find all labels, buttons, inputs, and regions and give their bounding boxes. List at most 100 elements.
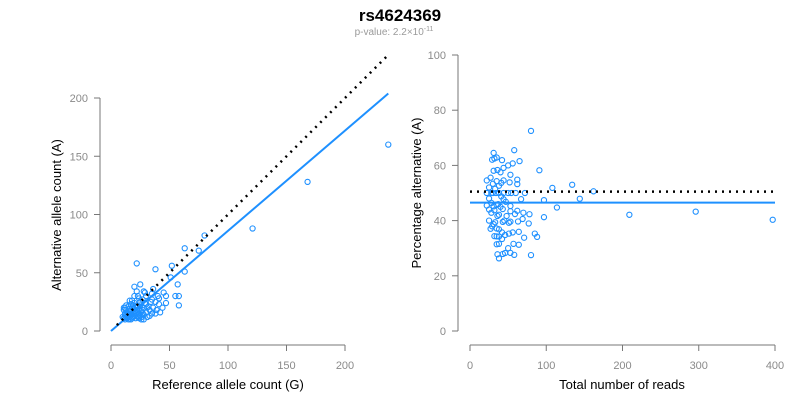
data-point — [527, 251, 535, 259]
left-x-axis-label: Reference allele count (G) — [152, 377, 304, 392]
data-point — [142, 292, 150, 300]
right-y-tick-label: 60 — [434, 160, 446, 172]
data-point — [493, 241, 500, 248]
data-point — [175, 292, 183, 300]
left-y-tick-label: 0 — [82, 326, 88, 338]
right-x-tick-label: 300 — [690, 360, 708, 372]
data-point — [492, 189, 500, 197]
data-point — [483, 189, 490, 197]
right-x-axis-label: Total number of reads — [559, 377, 685, 392]
data-point — [549, 184, 556, 192]
data-point — [121, 304, 129, 311]
data-point — [536, 167, 543, 174]
data-point — [483, 177, 490, 184]
data-point — [154, 292, 161, 300]
data-point — [531, 230, 538, 237]
left-y-tick-label: 100 — [70, 210, 88, 222]
data-point — [141, 289, 149, 296]
right-y-tick-label: 40 — [434, 216, 446, 228]
data-point — [514, 176, 521, 183]
data-point — [162, 299, 170, 307]
right-y-tick-label: 80 — [434, 105, 446, 117]
data-point — [172, 292, 179, 300]
left-x-tick-label: 0 — [108, 360, 114, 372]
data-point — [491, 207, 498, 214]
data-point — [500, 189, 507, 197]
right-y-tick-label: 100 — [428, 50, 446, 62]
right-y-tick-label: 20 — [434, 271, 446, 283]
data-point — [385, 141, 392, 148]
data-point — [489, 180, 497, 187]
data-point — [569, 181, 576, 188]
left-x-tick-label: 100 — [219, 360, 237, 372]
data-point — [514, 207, 521, 214]
data-point — [137, 298, 144, 306]
left-y-tick-label: 50 — [76, 268, 88, 280]
data-point — [494, 166, 501, 174]
data-point — [504, 162, 512, 169]
data-point — [249, 225, 256, 232]
fit-line — [110, 92, 389, 332]
data-point — [499, 250, 506, 258]
data-point — [304, 178, 311, 186]
data-point — [152, 266, 159, 273]
data-point — [485, 184, 493, 191]
data-point — [509, 229, 516, 236]
data-point — [175, 302, 183, 309]
data-point — [520, 234, 528, 241]
data-point — [140, 311, 147, 318]
chart-title: rs4624369 — [359, 6, 441, 25]
data-point — [516, 158, 523, 165]
right-y-tick-label: 0 — [440, 326, 446, 338]
right-y-axis-label: Percentage alternative (A) — [409, 117, 424, 268]
data-point — [174, 281, 181, 288]
right-x-tick-label: 400 — [766, 360, 784, 372]
data-point — [498, 235, 506, 243]
left-y-tick-label: 150 — [70, 151, 88, 163]
data-point — [181, 245, 188, 252]
data-point — [504, 189, 512, 197]
p-value-exponent: -11 — [424, 26, 434, 33]
data-point — [134, 292, 142, 300]
reference-line — [115, 54, 390, 327]
right-x-tick-label: 200 — [613, 360, 631, 372]
data-point — [514, 180, 521, 188]
data-point — [159, 304, 166, 311]
data-point — [769, 216, 776, 223]
data-point — [626, 211, 633, 218]
data-point — [515, 241, 522, 248]
data-point — [487, 225, 494, 232]
data-point — [491, 232, 498, 240]
data-point — [519, 215, 526, 223]
data-point — [540, 214, 548, 221]
data-point — [526, 211, 533, 218]
right-x-tick-label: 100 — [537, 360, 555, 372]
data-point — [500, 177, 507, 184]
data-point — [495, 240, 503, 247]
data-point — [504, 245, 512, 252]
data-point — [576, 195, 583, 202]
data-point — [137, 281, 144, 288]
data-point — [527, 127, 535, 135]
data-point — [494, 212, 501, 220]
data-point — [508, 189, 515, 197]
data-point — [590, 188, 597, 195]
data-point — [511, 147, 518, 154]
data-point — [500, 164, 507, 172]
data-point — [506, 179, 513, 186]
data-point — [491, 155, 498, 162]
data-point — [160, 289, 167, 296]
data-point — [495, 255, 503, 262]
data-point — [510, 240, 517, 247]
left-x-tick-label: 200 — [336, 360, 354, 372]
data-point — [505, 230, 513, 237]
data-point — [499, 205, 506, 213]
data-point — [493, 225, 500, 232]
right-x-tick-label: 0 — [467, 360, 473, 372]
data-point — [525, 220, 532, 227]
left-x-tick-label: 50 — [163, 360, 175, 372]
data-point — [520, 209, 527, 216]
data-point — [135, 315, 143, 322]
p-value-text: p-value: 2.2×10 — [355, 27, 425, 38]
